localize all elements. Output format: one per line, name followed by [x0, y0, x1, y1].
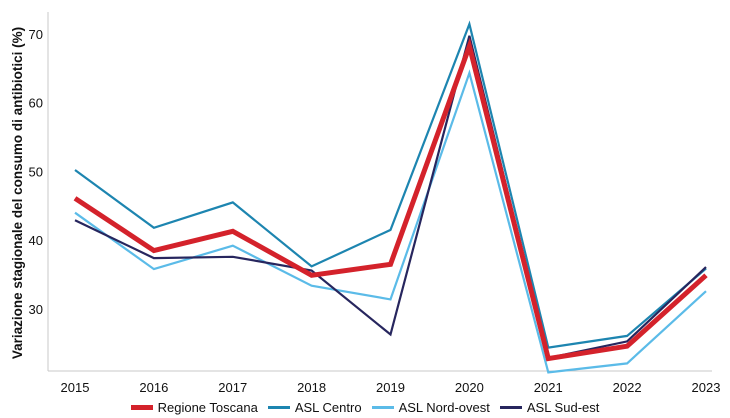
y-axis-label: Variazione stagionale del consumo di ant… [10, 27, 25, 359]
legend-swatch [130, 404, 153, 410]
legend-swatch [499, 405, 522, 409]
x-tick-label: 2017 [218, 380, 247, 395]
legend-item: ASL Nord-ovest [371, 399, 490, 415]
x-tick-label: 2015 [61, 380, 90, 395]
legend-label: Regione Toscana [157, 399, 258, 415]
legend-item: Regione Toscana [130, 399, 258, 415]
x-tick-label: 2021 [534, 380, 563, 395]
x-tick-label: 2023 [692, 380, 721, 395]
series-line-asl-sud-est [74, 35, 707, 360]
x-tick-labels: 2015 2016 2017 2018 2019 2020 2021 2022 2023 [61, 380, 721, 395]
y-tick-label: 50 [29, 164, 43, 179]
x-tick-label: 2019 [376, 380, 405, 395]
y-tick-label: 60 [29, 96, 43, 111]
legend-label: ASL Nord-ovest [398, 399, 490, 415]
x-tick-label: 2018 [297, 380, 326, 395]
legend-label: ASL Sud-est [526, 399, 600, 415]
x-tick-label: 2022 [613, 380, 642, 395]
x-tick-label: 2016 [139, 380, 168, 395]
y-tick-labels: 30 40 50 60 70 [29, 27, 43, 317]
legend-item: ASL Centro [267, 399, 362, 415]
x-tick-label: 2020 [455, 380, 484, 395]
series-lines [73, 20, 708, 374]
y-tick-label: 40 [29, 233, 43, 248]
series-line-asl-centro [74, 20, 707, 349]
series-line-regione-toscana [73, 37, 708, 362]
series-line-asl-nord-ovest [74, 69, 707, 374]
legend-swatch [267, 405, 290, 409]
y-tick-label: 30 [29, 302, 43, 317]
legend-label: ASL Centro [294, 399, 362, 415]
line-chart: Variazione stagionale del consumo di ant… [10, 12, 721, 395]
legend-item: ASL Sud-est [499, 399, 600, 415]
y-tick-label: 70 [29, 27, 43, 42]
legend-swatch [371, 405, 394, 409]
legend: Regione Toscana ASL Centro ASL Nord-ovest A… [0, 397, 730, 417]
